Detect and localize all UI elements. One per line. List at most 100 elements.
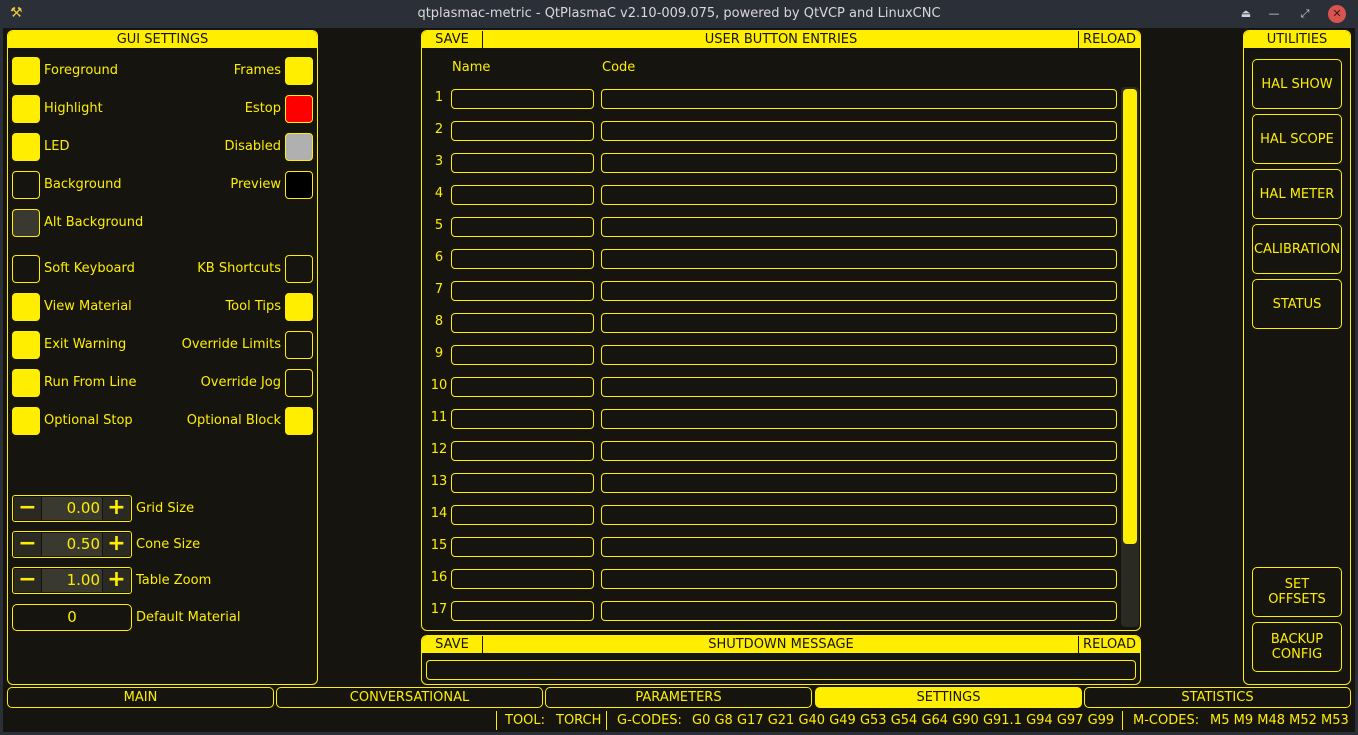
checkbox-exit-warning[interactable] bbox=[12, 331, 40, 359]
button-code-input[interactable] bbox=[601, 377, 1117, 397]
button-name-input[interactable] bbox=[451, 473, 594, 493]
utility-button-hal-show[interactable]: HAL SHOW bbox=[1252, 59, 1342, 109]
checkbox-optional-stop[interactable] bbox=[12, 407, 40, 435]
default-material-input[interactable]: 0 bbox=[12, 604, 132, 631]
button-code-input[interactable] bbox=[601, 153, 1117, 173]
checkbox-optional-block[interactable] bbox=[285, 407, 313, 435]
button-code-input[interactable] bbox=[601, 281, 1117, 301]
spinbox-value[interactable]: 0.50 bbox=[42, 533, 102, 556]
utility-button-calibration[interactable]: CALIBRATION bbox=[1252, 224, 1342, 274]
tab-settings[interactable]: SETTINGS bbox=[815, 687, 1082, 708]
color-swatch-disabled[interactable] bbox=[285, 133, 313, 161]
checkbox-soft-keyboard[interactable] bbox=[12, 255, 40, 283]
color-swatch-led[interactable] bbox=[12, 133, 40, 161]
button-name-input[interactable] bbox=[451, 601, 594, 621]
button-name-input[interactable] bbox=[451, 217, 594, 237]
button-code-input[interactable] bbox=[601, 473, 1117, 493]
button-code-input[interactable] bbox=[601, 409, 1117, 429]
button-code-input[interactable] bbox=[601, 185, 1117, 205]
tab-conversational[interactable]: CONVERSATIONAL bbox=[276, 687, 543, 708]
checkbox-override-limits[interactable] bbox=[285, 331, 313, 359]
button-code-input[interactable] bbox=[601, 345, 1117, 365]
button-name-input[interactable] bbox=[451, 185, 594, 205]
button-name-input[interactable] bbox=[451, 377, 594, 397]
color-swatch-highlight[interactable] bbox=[12, 95, 40, 123]
checkbox-run-from-line[interactable] bbox=[12, 369, 40, 397]
checkbox-label: Override Limits bbox=[181, 337, 281, 352]
plus-button[interactable]: + bbox=[103, 533, 130, 556]
checkbox-kb-shortcuts[interactable] bbox=[285, 255, 313, 283]
spinbox-value[interactable]: 0.00 bbox=[42, 497, 102, 520]
button-code-input[interactable] bbox=[601, 89, 1117, 109]
checkbox-override-jog[interactable] bbox=[285, 369, 313, 397]
button-name-input[interactable] bbox=[451, 121, 594, 141]
color-swatch-alt-background[interactable] bbox=[12, 209, 40, 237]
row-number: 13 bbox=[430, 474, 448, 489]
button-code-input[interactable] bbox=[601, 441, 1117, 461]
button-name-input[interactable] bbox=[451, 313, 594, 333]
button-name-input[interactable] bbox=[451, 569, 594, 589]
minimize-icon[interactable]: — bbox=[1268, 7, 1280, 20]
color-swatch-background[interactable] bbox=[12, 171, 40, 199]
row-number: 11 bbox=[430, 410, 448, 425]
reload-button[interactable]: RELOAD bbox=[1078, 31, 1140, 48]
color-swatch-estop[interactable] bbox=[285, 95, 313, 123]
button-name-input[interactable] bbox=[451, 89, 594, 109]
button-code-input[interactable] bbox=[601, 569, 1117, 589]
color-swatch-frames[interactable] bbox=[285, 57, 313, 85]
button-code-input[interactable] bbox=[601, 537, 1117, 557]
tab-main[interactable]: MAIN bbox=[7, 687, 274, 708]
color-swatch-foreground[interactable] bbox=[12, 57, 40, 85]
button-code-input[interactable] bbox=[601, 249, 1117, 269]
shade-icon[interactable]: ⏏ bbox=[1240, 7, 1252, 20]
plus-button[interactable]: + bbox=[103, 497, 130, 520]
color-label: Preview bbox=[230, 177, 281, 192]
button-name-input[interactable] bbox=[451, 505, 594, 525]
row-number: 3 bbox=[434, 154, 444, 169]
checkbox-label: Tool Tips bbox=[225, 299, 281, 314]
tab-parameters[interactable]: PARAMETERS bbox=[545, 687, 812, 708]
button-code-input[interactable] bbox=[601, 505, 1117, 525]
shutdown-reload-button[interactable]: RELOAD bbox=[1078, 636, 1140, 653]
plus-button[interactable]: + bbox=[103, 569, 130, 592]
button-name-input[interactable] bbox=[451, 345, 594, 365]
utility-button-backup-config[interactable]: BACKUP CONFIG bbox=[1252, 622, 1342, 672]
button-name-input[interactable] bbox=[451, 153, 594, 173]
tab-statistics[interactable]: STATISTICS bbox=[1084, 687, 1351, 708]
minus-button[interactable]: − bbox=[14, 569, 41, 592]
spinbox-value[interactable]: 1.00 bbox=[42, 569, 102, 592]
utility-button-set-offsets[interactable]: SET OFFSETS bbox=[1252, 567, 1342, 617]
button-name-input[interactable] bbox=[451, 409, 594, 429]
button-code-input[interactable] bbox=[601, 601, 1117, 621]
button-code-input[interactable] bbox=[601, 217, 1117, 237]
checkbox-view-material[interactable] bbox=[12, 293, 40, 321]
button-name-input[interactable] bbox=[451, 537, 594, 557]
button-code-input[interactable] bbox=[601, 121, 1117, 141]
spinbox-cone-size[interactable]: −0.50 + bbox=[12, 531, 132, 558]
save-button[interactable]: SAVE bbox=[422, 31, 483, 48]
spinbox-table-zoom[interactable]: −1.00 + bbox=[12, 567, 132, 594]
button-name-input[interactable] bbox=[451, 441, 594, 461]
checkbox-label: Soft Keyboard bbox=[44, 261, 135, 276]
checkbox-label: Exit Warning bbox=[44, 337, 127, 352]
close-icon[interactable]: ✕ bbox=[1328, 5, 1346, 23]
minus-button[interactable]: − bbox=[14, 533, 41, 556]
utility-button-hal-meter[interactable]: HAL METER bbox=[1252, 169, 1342, 219]
color-label: Background bbox=[44, 177, 122, 192]
scrollbar-thumb[interactable] bbox=[1123, 89, 1137, 544]
button-name-input[interactable] bbox=[451, 281, 594, 301]
utility-button-status[interactable]: STATUS bbox=[1252, 279, 1342, 329]
shutdown-save-button[interactable]: SAVE bbox=[422, 636, 483, 653]
scrollbar[interactable] bbox=[1121, 87, 1139, 627]
checkbox-tool-tips[interactable] bbox=[285, 293, 313, 321]
button-code-input[interactable] bbox=[601, 313, 1117, 333]
minus-button[interactable]: − bbox=[14, 497, 41, 520]
color-label: Estop bbox=[244, 101, 281, 116]
maximize-icon[interactable]: ⤢ bbox=[1300, 7, 1310, 20]
spinbox-grid-size[interactable]: −0.00 + bbox=[12, 495, 132, 522]
shutdown-message-input[interactable] bbox=[426, 660, 1136, 680]
utilities-title: UTILITIES bbox=[1244, 31, 1350, 48]
button-name-input[interactable] bbox=[451, 249, 594, 269]
utility-button-hal-scope[interactable]: HAL SCOPE bbox=[1252, 114, 1342, 164]
color-swatch-preview[interactable] bbox=[285, 171, 313, 199]
